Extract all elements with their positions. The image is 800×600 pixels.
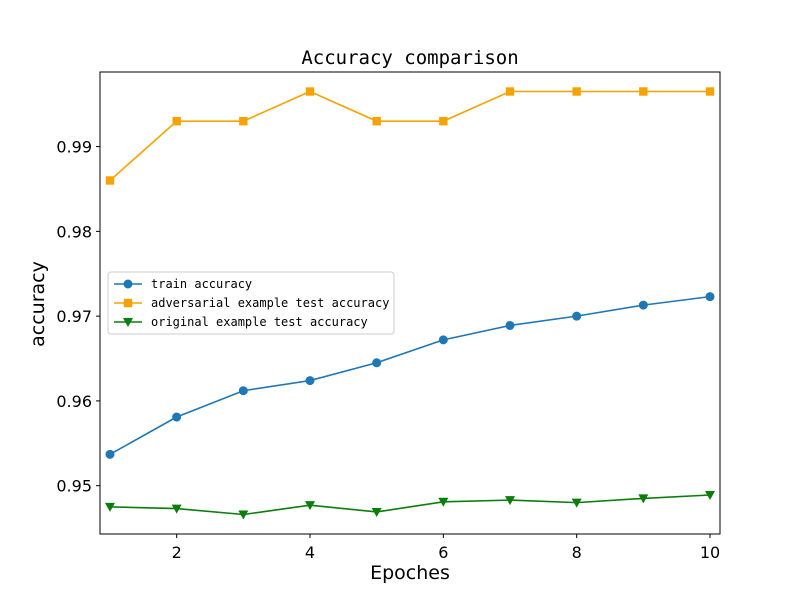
plot-frame — [99, 71, 721, 535]
data-point-train — [305, 376, 315, 386]
series-line-train — [109, 295, 711, 456]
data-point-train — [705, 292, 715, 302]
data-point-original — [371, 507, 382, 517]
legend-label-adversarial: adversarial example test accuracy — [151, 296, 389, 310]
data-point-train — [505, 320, 515, 330]
x-tick-label: 6 — [438, 543, 448, 562]
data-point-adversarial — [639, 87, 648, 96]
chart-title: Accuracy comparison — [301, 47, 518, 69]
legend-marker-train — [123, 279, 133, 289]
data-point-adversarial — [505, 87, 515, 96]
legend-label-train: train accuracy — [151, 277, 252, 291]
data-point-original — [171, 504, 182, 514]
legend-entry-adversarial: adversarial example test accuracy — [114, 296, 389, 310]
series-line-adversarial — [109, 90, 710, 182]
legend-entries: train accuracy adversarial example test a… — [114, 277, 389, 329]
legend-entry-original: original example test accuracy — [114, 315, 368, 329]
data-point-adversarial — [372, 116, 381, 126]
series-train — [105, 292, 715, 459]
data-point-original — [105, 502, 115, 512]
data-point-adversarial — [572, 87, 581, 96]
series-adversarial — [105, 87, 715, 185]
series-original — [105, 491, 715, 520]
data-point-train — [372, 358, 382, 368]
x-tick-label: 4 — [305, 543, 315, 562]
data-point-original — [505, 496, 515, 506]
y-tick-label: 0.95 — [56, 477, 92, 496]
data-point-original — [571, 498, 582, 508]
data-point-train — [238, 386, 248, 396]
data-point-adversarial — [172, 116, 181, 126]
y-tick-label: 0.97 — [56, 307, 92, 326]
x-tick-label: 2 — [172, 543, 182, 562]
x-axis-label: Epoches — [370, 562, 450, 584]
axes-layer: 2 4 6 8 10 0.95 0.96 0.97 0.98 0.99 — [56, 138, 720, 562]
series-layer — [105, 87, 715, 520]
y-tick-label: 0.99 — [56, 138, 92, 157]
data-point-adversarial — [705, 87, 715, 96]
series-line-original — [109, 494, 711, 516]
data-point-adversarial — [305, 87, 315, 96]
data-point-train — [438, 335, 448, 345]
legend-entry-train: train accuracy — [114, 277, 252, 291]
legend-marker-original — [123, 318, 133, 327]
data-point-adversarial — [439, 116, 448, 126]
legend-marker-adversarial — [123, 298, 133, 308]
data-point-train — [572, 311, 582, 321]
x-tick-label: 10 — [700, 543, 720, 562]
y-tick-label: 0.98 — [56, 222, 92, 241]
legend-box — [107, 271, 395, 335]
legend-label-original: original example test accuracy — [151, 315, 368, 329]
data-point-train — [172, 412, 182, 422]
legend: train accuracy adversarial example test a… — [107, 271, 395, 335]
data-point-train — [105, 449, 115, 459]
x-tick-label: 8 — [572, 543, 582, 562]
data-point-adversarial — [239, 116, 248, 126]
data-point-original — [438, 497, 449, 507]
y-axis-label: accuracy — [27, 261, 49, 347]
data-point-original — [305, 501, 315, 511]
data-point-original — [705, 491, 715, 501]
y-tick-label: 0.96 — [56, 392, 92, 411]
data-point-adversarial — [105, 176, 115, 185]
data-point-train — [638, 300, 648, 310]
data-point-original — [638, 494, 649, 504]
data-point-original — [238, 510, 249, 520]
